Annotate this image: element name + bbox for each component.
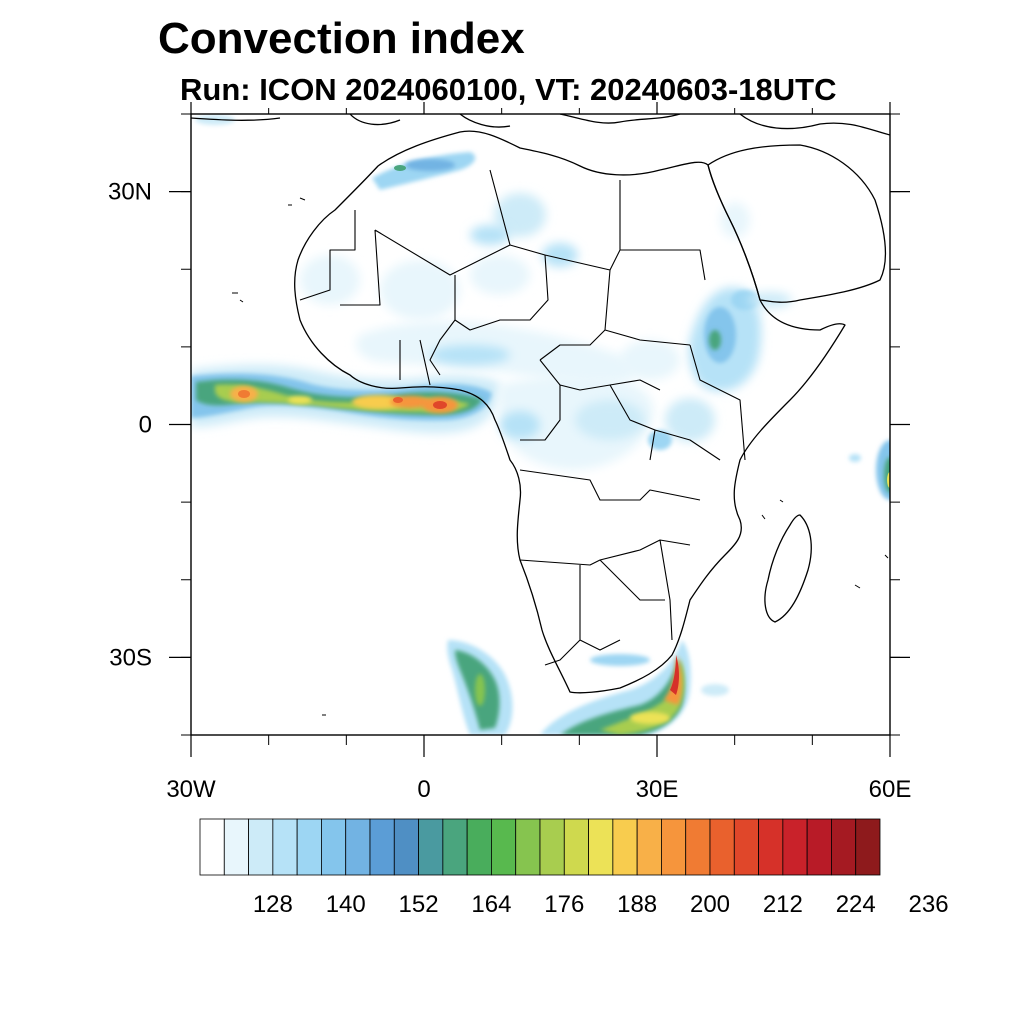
colorbar-swatch — [636, 818, 662, 876]
lon-label: 60E — [869, 776, 912, 803]
chart-subtitle: Run: ICON 2024060100, VT: 20240603-18UTC — [180, 72, 837, 107]
colorbar-swatch — [272, 818, 298, 876]
colorbar-swatch — [588, 818, 614, 876]
colorbar-label: 236 — [909, 891, 949, 918]
sahara-shading — [300, 193, 578, 320]
madagascar-coastline — [764, 514, 812, 623]
colorbar-swatch — [685, 818, 711, 876]
colorbar-swatch — [393, 818, 419, 876]
colorbar-swatch — [223, 818, 249, 876]
colorbar-swatch — [515, 818, 541, 876]
colorbar-label: 200 — [690, 891, 730, 918]
ethiopia-shading — [620, 202, 792, 392]
colorbar-swatch — [709, 818, 735, 876]
convection-field — [191, 115, 890, 735]
colorbar-label: 212 — [763, 891, 803, 918]
colorbar-label: 176 — [544, 891, 584, 918]
colorbar-swatch — [612, 818, 638, 876]
arabia-coastline — [707, 144, 887, 303]
south-atlantic-shading — [447, 640, 513, 735]
colorbar-swatch — [563, 818, 589, 876]
colorbar-swatch — [733, 818, 759, 876]
colorbar-swatch — [466, 818, 492, 876]
colorbar-swatch — [661, 818, 687, 876]
east-africa-shading — [648, 398, 715, 450]
lat-label: 0 — [139, 412, 152, 439]
colorbar-swatch — [491, 818, 517, 876]
colorbar-swatch — [296, 818, 322, 876]
lat-label: 30S — [109, 644, 152, 671]
chart-title: Convection index — [158, 14, 525, 63]
central-africa-shading — [356, 321, 654, 470]
colorbar-swatch — [782, 818, 808, 876]
lon-label: 30E — [636, 776, 679, 803]
colorbar-label: 164 — [471, 891, 511, 918]
colorbar-label: 224 — [836, 891, 876, 918]
lon-label: 30W — [166, 776, 216, 803]
colorbar-swatch — [855, 818, 881, 876]
colorbar-swatch — [345, 818, 371, 876]
colorbar-swatch — [806, 818, 832, 876]
colorbar: 128 140 152 164 176 188 200 212 224 236 — [199, 818, 949, 918]
europe-coastline — [191, 114, 890, 136]
map-axes: 30W 0 30E 60E 30N 0 30S — [108, 102, 911, 803]
itcz-band-shading — [191, 365, 500, 433]
colorbar-label: 128 — [253, 891, 293, 918]
maghreb-shading — [372, 152, 476, 190]
colorbar-label: 140 — [326, 891, 366, 918]
colorbar-swatch — [369, 818, 395, 876]
africa-coastline — [294, 130, 846, 694]
colorbar-swatch — [831, 818, 857, 876]
colorbar-label: 152 — [399, 891, 439, 918]
islands — [232, 197, 889, 716]
colorbar-swatch — [321, 818, 347, 876]
colorbar-swatch — [199, 818, 225, 876]
colorbar-swatch — [758, 818, 784, 876]
indian-ocean-shading — [849, 440, 890, 500]
colorbar-swatch — [539, 818, 565, 876]
colorbar-swatch — [418, 818, 444, 876]
country-borders — [299, 169, 746, 666]
colorbar-swatch — [248, 818, 274, 876]
colorbar-swatch — [442, 818, 468, 876]
lat-label: 30N — [108, 179, 152, 206]
colorbar-label: 188 — [617, 891, 657, 918]
south-africa-shading — [540, 640, 729, 735]
lon-label: 0 — [417, 776, 430, 803]
coastlines-and-borders — [191, 114, 890, 716]
